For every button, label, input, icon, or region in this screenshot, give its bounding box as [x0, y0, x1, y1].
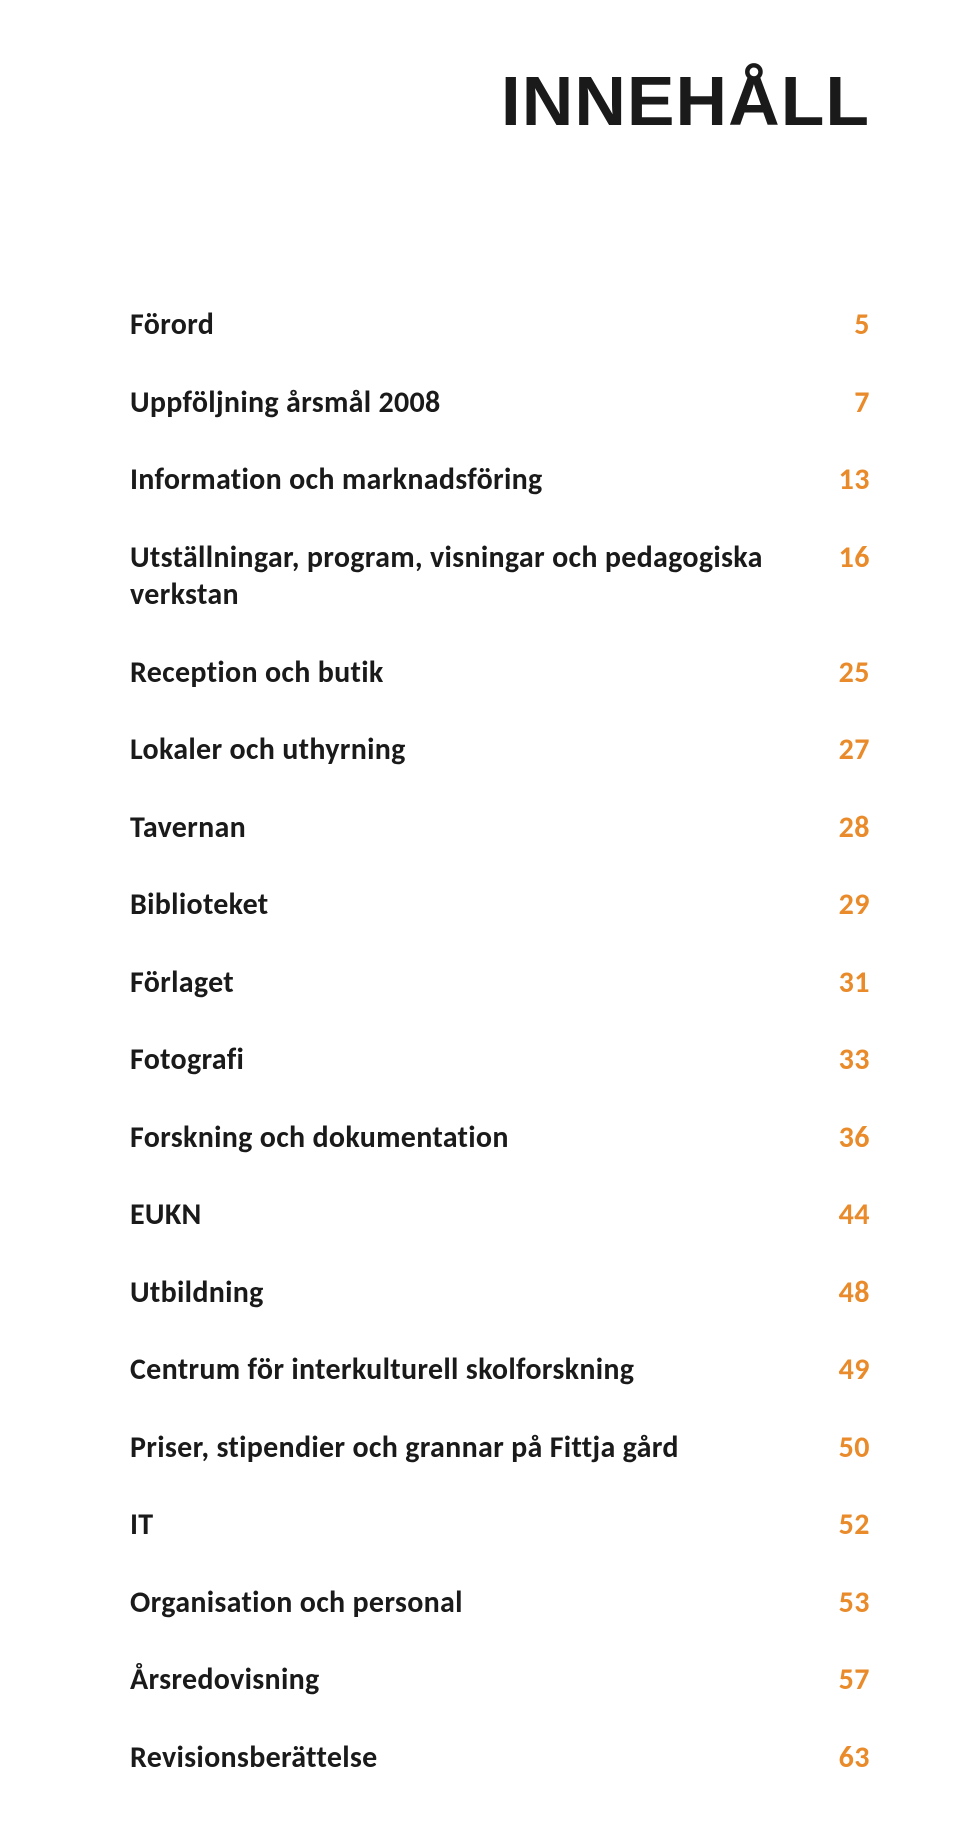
toc-label: EUKN: [130, 1196, 820, 1234]
toc-row: Biblioteket 29: [130, 886, 870, 924]
toc-row: Forskning och dokumentation 36: [130, 1119, 870, 1157]
toc-page-number: 49: [820, 1351, 870, 1388]
toc-row: Reception och butik 25: [130, 654, 870, 692]
toc-row: Revisionsberättelse 63: [130, 1739, 870, 1777]
toc-label: Förord: [130, 306, 820, 344]
toc-row: IT 52: [130, 1506, 870, 1544]
toc-label: Lokaler och uthyrning: [130, 731, 820, 769]
toc-page-number: 25: [820, 654, 870, 691]
toc-row: Priser, stipendier och grannar på Fittja…: [130, 1429, 870, 1467]
toc-row: Förord 5: [130, 306, 870, 344]
toc-row: Centrum för interkulturell skolforskning…: [130, 1351, 870, 1389]
toc-label: Priser, stipendier och grannar på Fittja…: [130, 1429, 820, 1467]
toc-page-number: 63: [820, 1739, 870, 1776]
toc-label: Tavernan: [130, 809, 820, 847]
page: INNEHÅLL Förord 5 Uppföljning årsmål 200…: [0, 0, 960, 1826]
toc-row: Årsredovisning 57: [130, 1661, 870, 1699]
toc-label: Reception och butik: [130, 654, 820, 692]
toc-page-number: 29: [820, 886, 870, 923]
toc-page-number: 5: [820, 306, 870, 343]
toc-row: Information och marknadsföring 13: [130, 461, 870, 499]
toc-label: Organisation och personal: [130, 1584, 820, 1622]
toc-page-number: 33: [820, 1041, 870, 1078]
toc-page-number: 7: [820, 384, 870, 421]
toc-label: Förlaget: [130, 964, 820, 1002]
toc-label: Utställningar, program, visningar och pe…: [130, 539, 820, 614]
toc-page-number: 36: [820, 1119, 870, 1156]
toc-row: Utbildning 48: [130, 1274, 870, 1312]
title-block: INNEHÅLL: [130, 66, 870, 136]
toc-label: Uppföljning årsmål 2008: [130, 384, 820, 422]
toc-page-number: 53: [820, 1584, 870, 1621]
toc-label: Revisionsberättelse: [130, 1739, 820, 1777]
toc-page-number: 27: [820, 731, 870, 768]
toc-label: Centrum för interkulturell skolforskning: [130, 1351, 820, 1389]
page-title: INNEHÅLL: [115, 66, 870, 136]
toc-label: Fotografi: [130, 1041, 820, 1079]
toc-label: Biblioteket: [130, 886, 820, 924]
toc-row: Tavernan 28: [130, 809, 870, 847]
toc-page-number: 31: [820, 964, 870, 1001]
toc-page-number: 48: [820, 1274, 870, 1311]
toc-row: Förlaget 31: [130, 964, 870, 1002]
toc-label: IT: [130, 1506, 820, 1544]
toc-page-number: 57: [820, 1661, 870, 1698]
toc-page-number: 44: [820, 1196, 870, 1233]
toc-page-number: 52: [820, 1506, 870, 1543]
toc-row: Utställningar, program, visningar och pe…: [130, 539, 870, 614]
toc-page-number: 16: [820, 539, 870, 576]
toc-label: Information och marknadsföring: [130, 461, 820, 499]
toc-label: Utbildning: [130, 1274, 820, 1312]
toc-row: Organisation och personal 53: [130, 1584, 870, 1622]
toc-label: Årsredovisning: [130, 1661, 820, 1699]
toc-row: Lokaler och uthyrning 27: [130, 731, 870, 769]
toc-label: Forskning och dokumentation: [130, 1119, 820, 1157]
toc-row: EUKN 44: [130, 1196, 870, 1234]
toc-list: Förord 5 Uppföljning årsmål 2008 7 Infor…: [130, 306, 870, 1776]
toc-row: Fotografi 33: [130, 1041, 870, 1079]
toc-page-number: 50: [820, 1429, 870, 1466]
toc-page-number: 28: [820, 809, 870, 846]
toc-page-number: 13: [820, 461, 870, 498]
toc-row: Uppföljning årsmål 2008 7: [130, 384, 870, 422]
